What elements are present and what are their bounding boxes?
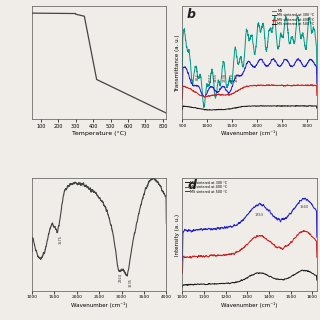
MS sintered at 500 °C	[296, 201, 300, 205]
MS sintered at 500 °C	[196, 106, 200, 110]
MS sintered at 300 °C	[191, 83, 195, 87]
MS sintered at 300 °C	[315, 82, 319, 86]
MS sintered at 300 °C	[266, 274, 270, 277]
Text: 1165: 1165	[213, 73, 218, 82]
MS	[238, 59, 242, 63]
MS sintered at 300 °C	[180, 285, 184, 289]
MS sintered at 500 °C	[238, 105, 242, 109]
MS sintered at 400 °C	[257, 83, 261, 87]
MS sintered at 300 °C	[240, 72, 244, 76]
MS sintered at 500 °C	[260, 104, 263, 108]
MS sintered at 400 °C	[283, 245, 286, 249]
MS sintered at 500 °C	[303, 196, 307, 200]
MS sintered at 400 °C	[296, 233, 300, 237]
Y-axis label: Transmittance (a. u.): Transmittance (a. u.)	[175, 34, 180, 92]
X-axis label: Temperature (°C): Temperature (°C)	[72, 132, 126, 136]
MS	[295, 13, 299, 17]
Line: MS sintered at 500 °C: MS sintered at 500 °C	[182, 106, 317, 110]
MS sintered at 400 °C	[196, 92, 200, 96]
MS sintered at 400 °C	[191, 89, 195, 92]
MS sintered at 300 °C	[315, 278, 319, 282]
MS sintered at 400 °C	[180, 97, 184, 101]
MS sintered at 400 °C	[315, 93, 319, 97]
MS	[240, 64, 244, 68]
MS sintered at 500 °C	[259, 202, 262, 206]
Y-axis label: Intensity (a. u.): Intensity (a. u.)	[175, 214, 180, 256]
Text: 1353: 1353	[254, 213, 263, 217]
MS sintered at 500 °C	[191, 106, 195, 109]
MS sintered at 300 °C	[259, 271, 262, 275]
MS sintered at 300 °C	[196, 84, 200, 88]
MS sintered at 500 °C	[266, 208, 270, 212]
MS sintered at 400 °C	[240, 86, 244, 90]
Text: 3135: 3135	[129, 278, 132, 287]
Text: b: b	[187, 8, 196, 20]
Line: MS sintered at 300 °C: MS sintered at 300 °C	[182, 270, 317, 287]
MS	[180, 67, 184, 71]
Legend: MS, MS sintered at 300 °C, MS sintered at 400 °C, MS sintered at 500 °C: MS, MS sintered at 300 °C, MS sintered a…	[272, 8, 315, 27]
MS sintered at 400 °C	[243, 85, 247, 89]
MS sintered at 300 °C	[238, 74, 242, 78]
MS sintered at 300 °C	[283, 277, 286, 281]
MS sintered at 500 °C	[283, 217, 286, 221]
MS sintered at 400 °C	[237, 88, 241, 92]
MS	[315, 71, 319, 75]
Legend: MS sintered at 300 °C, MS sintered at 400 °C, MS sintered at 500 °C: MS sintered at 300 °C, MS sintered at 40…	[184, 180, 228, 194]
MS sintered at 300 °C	[189, 282, 193, 286]
X-axis label: Wavenumber (cm⁻¹): Wavenumber (cm⁻¹)	[221, 302, 278, 308]
MS sintered at 500 °C	[189, 228, 193, 232]
Text: 1560: 1560	[299, 205, 308, 209]
Line: MS sintered at 400 °C: MS sintered at 400 °C	[182, 231, 317, 273]
MS sintered at 300 °C	[300, 268, 304, 272]
MS sintered at 500 °C	[210, 108, 214, 112]
MS	[243, 51, 247, 55]
MS sintered at 300 °C	[257, 59, 261, 62]
MS sintered at 500 °C	[240, 105, 244, 108]
MS sintered at 500 °C	[315, 235, 319, 239]
X-axis label: Wavenumber (cm⁻¹): Wavenumber (cm⁻¹)	[221, 130, 278, 136]
Line: MS sintered at 400 °C: MS sintered at 400 °C	[182, 84, 317, 99]
Text: 1575: 1575	[59, 236, 63, 244]
MS sintered at 300 °C	[272, 57, 276, 60]
MS	[257, 24, 261, 28]
MS sintered at 500 °C	[243, 104, 247, 108]
MS sintered at 400 °C	[180, 271, 184, 275]
X-axis label: Wavenumber (cm⁻¹): Wavenumber (cm⁻¹)	[71, 302, 127, 308]
Line: MS sintered at 500 °C: MS sintered at 500 °C	[182, 198, 317, 260]
MS sintered at 300 °C	[180, 88, 184, 92]
MS	[196, 76, 200, 79]
MS	[191, 82, 195, 85]
MS sintered at 400 °C	[302, 229, 306, 233]
MS sintered at 400 °C	[189, 256, 193, 260]
MS sintered at 500 °C	[262, 204, 266, 207]
Text: 814: 814	[196, 73, 200, 80]
MS sintered at 300 °C	[262, 272, 266, 276]
MS sintered at 500 °C	[257, 104, 261, 108]
Line: MS: MS	[182, 15, 317, 108]
MS sintered at 300 °C	[243, 66, 247, 70]
Text: d: d	[188, 179, 197, 192]
Text: 1057: 1057	[208, 73, 212, 82]
Text: 1598: 1598	[235, 73, 239, 82]
MS sintered at 300 °C	[203, 95, 207, 99]
MS sintered at 400 °C	[262, 236, 266, 239]
Text: 1478: 1478	[229, 73, 233, 82]
MS sintered at 400 °C	[267, 83, 271, 86]
Text: 2924: 2924	[119, 273, 123, 282]
MS sintered at 500 °C	[180, 107, 184, 111]
MS sintered at 500 °C	[315, 106, 319, 110]
Line: MS sintered at 300 °C: MS sintered at 300 °C	[182, 59, 317, 97]
Text: 1338: 1338	[222, 73, 226, 82]
MS sintered at 400 °C	[259, 234, 262, 238]
MS sintered at 300 °C	[296, 270, 300, 274]
MS sintered at 400 °C	[315, 255, 319, 259]
MS sintered at 400 °C	[266, 239, 270, 243]
MS sintered at 500 °C	[180, 259, 184, 262]
MS	[202, 106, 206, 109]
